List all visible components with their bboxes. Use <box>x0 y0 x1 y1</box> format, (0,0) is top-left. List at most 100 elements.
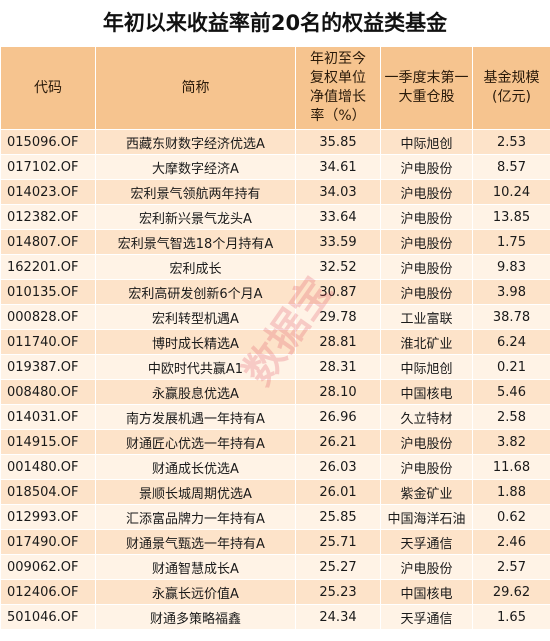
cell-scale: 2.57 <box>472 554 550 580</box>
cell-code: 010135.OF <box>0 279 96 305</box>
cell-name: 中欧时代共赢A1 <box>95 354 296 380</box>
cell-scale: 9.83 <box>472 254 550 280</box>
cell-scale: 0.21 <box>472 354 550 380</box>
cell-code: 014023.OF <box>0 179 96 205</box>
cell-code: 001480.OF <box>0 454 96 480</box>
cell-return: 33.59 <box>295 229 381 255</box>
cell-return: 28.81 <box>295 329 381 355</box>
cell-scale: 1.88 <box>472 479 550 505</box>
table-row: 012382.OF 宏利新兴景气龙头A 33.64 沪电股份 13.85 <box>0 204 550 230</box>
cell-name: 财通多策略福鑫 <box>95 604 296 630</box>
cell-code: 019387.OF <box>0 354 96 380</box>
page-title: 年初以来收益率前20名的权益类基金 <box>102 11 448 35</box>
table-header-row: 代码 简称 年初至今 复权单位 净值增长 率（%） 一季度末第一 大重仓股 基金… <box>0 46 550 130</box>
table-row: 012406.OF 永赢长远价值A 25.23 中国核电 29.62 <box>0 579 550 605</box>
table-body: 015096.OF 西藏东财数字经济优选A 35.85 中际旭创 2.53 017102.… <box>0 129 550 630</box>
table-row: 011740.OF 博时成长精选A 28.81 淮北矿业 6.24 <box>0 329 550 355</box>
cell-name: 宏利新兴景气龙头A <box>95 204 296 230</box>
cell-code: 014807.OF <box>0 229 96 255</box>
cell-scale: 13.85 <box>472 204 550 230</box>
cell-scale: 3.98 <box>472 279 550 305</box>
cell-name: 大摩数字经济A <box>95 154 296 180</box>
cell-holding: 中国核电 <box>380 379 473 405</box>
cell-holding: 沪电股份 <box>380 204 473 230</box>
cell-holding: 沪电股份 <box>380 429 473 455</box>
cell-name: 汇添富品牌力一年持有A <box>95 504 296 530</box>
header-scale: 基金规模 (亿元) <box>472 46 550 130</box>
cell-code: 017490.OF <box>0 529 96 555</box>
cell-name: 永赢长远价值A <box>95 579 296 605</box>
cell-holding: 工业富联 <box>380 304 473 330</box>
cell-scale: 5.46 <box>472 379 550 405</box>
cell-code: 018504.OF <box>0 479 96 505</box>
cell-return: 30.87 <box>295 279 381 305</box>
cell-return: 24.34 <box>295 604 381 630</box>
table-row: 010135.OF 宏利高研发创新6个月A 30.87 沪电股份 3.98 <box>0 279 550 305</box>
cell-return: 32.52 <box>295 254 381 280</box>
cell-scale: 29.62 <box>472 579 550 605</box>
cell-scale: 1.65 <box>472 604 550 630</box>
cell-return: 26.03 <box>295 454 381 480</box>
cell-scale: 2.58 <box>472 404 550 430</box>
cell-return: 34.03 <box>295 179 381 205</box>
cell-holding: 沪电股份 <box>380 229 473 255</box>
cell-return: 26.21 <box>295 429 381 455</box>
cell-name: 西藏东财数字经济优选A <box>95 129 296 155</box>
header-holding: 一季度末第一 大重仓股 <box>380 46 473 130</box>
cell-code: 017102.OF <box>0 154 96 180</box>
table-row: 012993.OF 汇添富品牌力一年持有A 25.85 中国海洋石油 0.62 <box>0 504 550 530</box>
table-row: 162201.OF 宏利成长 32.52 沪电股份 9.83 <box>0 254 550 280</box>
cell-scale: 8.57 <box>472 154 550 180</box>
cell-holding: 紫金矿业 <box>380 479 473 505</box>
cell-name: 宏利景气智选18个月持有A <box>95 229 296 255</box>
table-row: 017490.OF 财通景气甄选一年持有A 25.71 天孚通信 2.46 <box>0 529 550 555</box>
table-row: 014023.OF 宏利景气领航两年持有 34.03 沪电股份 10.24 <box>0 179 550 205</box>
cell-holding: 沪电股份 <box>380 279 473 305</box>
cell-name: 景顺长城周期优选A <box>95 479 296 505</box>
cell-scale: 6.24 <box>472 329 550 355</box>
table-row: 014915.OF 财通匠心优选一年持有A 26.21 沪电股份 3.82 <box>0 429 550 455</box>
cell-return: 25.27 <box>295 554 381 580</box>
cell-holding: 沪电股份 <box>380 254 473 280</box>
cell-holding: 中际旭创 <box>380 129 473 155</box>
cell-name: 财通匠心优选一年持有A <box>95 429 296 455</box>
cell-return: 28.31 <box>295 354 381 380</box>
table-row: 501046.OF 财通多策略福鑫 24.34 天孚通信 1.65 <box>0 604 550 630</box>
table-row: 018504.OF 景顺长城周期优选A 26.01 紫金矿业 1.88 <box>0 479 550 505</box>
cell-holding: 天孚通信 <box>380 529 473 555</box>
cell-scale: 0.62 <box>472 504 550 530</box>
cell-return: 26.01 <box>295 479 381 505</box>
cell-name: 博时成长精选A <box>95 329 296 355</box>
cell-return: 34.61 <box>295 154 381 180</box>
cell-holding: 中国海洋石油 <box>380 504 473 530</box>
table-row: 001480.OF 财通成长优选A 26.03 沪电股份 11.68 <box>0 454 550 480</box>
cell-return: 26.96 <box>295 404 381 430</box>
table-row: 009062.OF 财通智慧成长A 25.27 沪电股份 2.57 <box>0 554 550 580</box>
cell-code: 162201.OF <box>0 254 96 280</box>
table-row: 014807.OF 宏利景气智选18个月持有A 33.59 沪电股份 1.75 <box>0 229 550 255</box>
cell-code: 014031.OF <box>0 404 96 430</box>
cell-name: 宏利景气领航两年持有 <box>95 179 296 205</box>
cell-scale: 10.24 <box>472 179 550 205</box>
cell-holding: 中国核电 <box>380 579 473 605</box>
cell-return: 35.85 <box>295 129 381 155</box>
cell-return: 25.71 <box>295 529 381 555</box>
cell-code: 012382.OF <box>0 204 96 230</box>
cell-code: 501046.OF <box>0 604 96 630</box>
cell-name: 南方发展机遇一年持有A <box>95 404 296 430</box>
cell-scale: 2.46 <box>472 529 550 555</box>
cell-name: 永赢股息优选A <box>95 379 296 405</box>
cell-scale: 3.82 <box>472 429 550 455</box>
cell-return: 33.64 <box>295 204 381 230</box>
cell-holding: 中际旭创 <box>380 354 473 380</box>
cell-code: 015096.OF <box>0 129 96 155</box>
cell-name: 宏利成长 <box>95 254 296 280</box>
cell-return: 25.85 <box>295 504 381 530</box>
cell-holding: 沪电股份 <box>380 554 473 580</box>
table-row: 008480.OF 永赢股息优选A 28.10 中国核电 5.46 <box>0 379 550 405</box>
table-row: 019387.OF 中欧时代共赢A1 28.31 中际旭创 0.21 <box>0 354 550 380</box>
table-row: 017102.OF 大摩数字经济A 34.61 沪电股份 8.57 <box>0 154 550 180</box>
cell-code: 008480.OF <box>0 379 96 405</box>
cell-name: 财通智慧成长A <box>95 554 296 580</box>
cell-return: 29.78 <box>295 304 381 330</box>
